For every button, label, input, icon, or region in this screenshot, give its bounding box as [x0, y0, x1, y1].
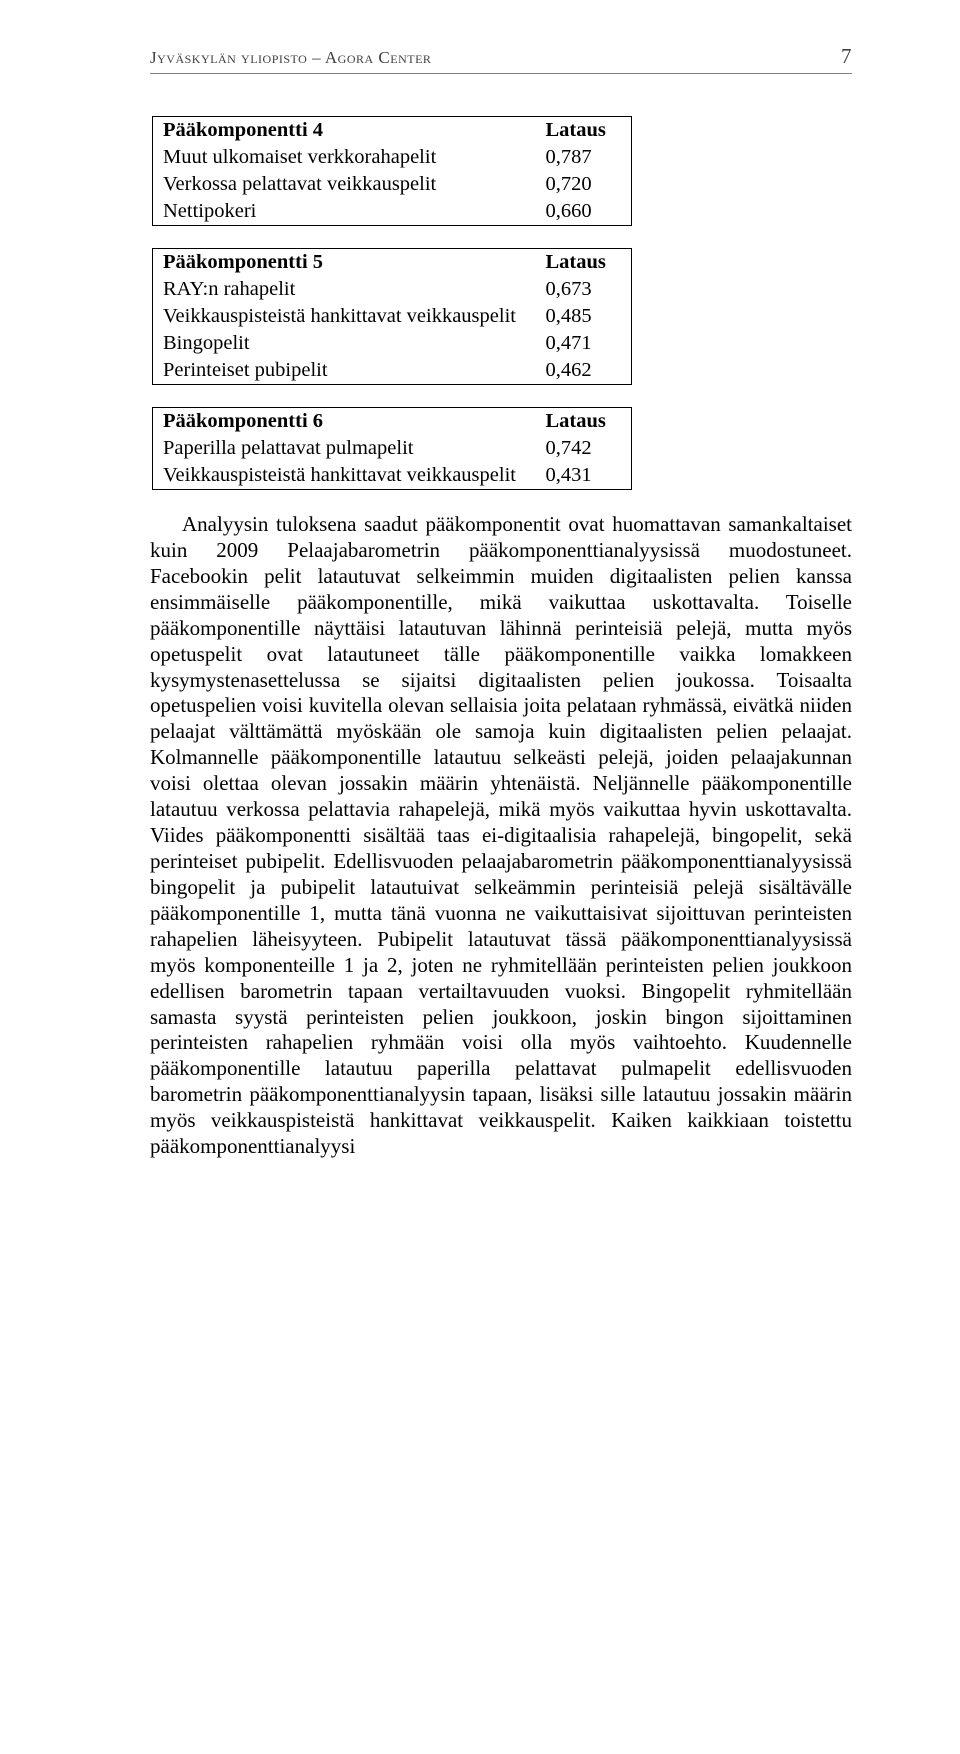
row-label: Perinteiset pubipelit	[153, 357, 540, 385]
row-label: Paperilla pelattavat pulmapelit	[153, 435, 540, 462]
table-paakomponentti-5: Pääkomponentti 5 Lataus RAY:n rahapelit …	[152, 248, 632, 385]
body-paragraph: Analyysin tuloksena saadut pääkomponenti…	[150, 512, 852, 1160]
table-loading-header: Lataus	[540, 117, 632, 145]
table-loading-header: Lataus	[540, 249, 632, 277]
table-row: Verkossa pelattavat veikkauspelit 0,720	[153, 171, 632, 198]
row-value: 0,720	[540, 171, 632, 198]
row-value: 0,673	[540, 276, 632, 303]
row-label: Verkossa pelattavat veikkauspelit	[153, 171, 540, 198]
row-label: Nettipokeri	[153, 198, 540, 226]
body-text: Analyysin tuloksena saadut pääkomponenti…	[150, 512, 852, 1158]
table-row: Veikkauspisteistä hankittavat veikkauspe…	[153, 462, 632, 490]
row-value: 0,485	[540, 303, 632, 330]
header-rule	[150, 73, 852, 74]
table-paakomponentti-6: Pääkomponentti 6 Lataus Paperilla pelatt…	[152, 407, 632, 490]
table-title: Pääkomponentti 4	[153, 117, 540, 145]
row-value: 0,787	[540, 144, 632, 171]
table-row: Pääkomponentti 5 Lataus	[153, 249, 632, 277]
row-label: Veikkauspisteistä hankittavat veikkauspe…	[153, 303, 540, 330]
table-row: RAY:n rahapelit 0,673	[153, 276, 632, 303]
table-row: Paperilla pelattavat pulmapelit 0,742	[153, 435, 632, 462]
row-value: 0,660	[540, 198, 632, 226]
row-value: 0,742	[540, 435, 632, 462]
table-row: Nettipokeri 0,660	[153, 198, 632, 226]
table-paakomponentti-4: Pääkomponentti 4 Lataus Muut ulkomaiset …	[152, 116, 632, 226]
row-label: Bingopelit	[153, 330, 540, 357]
header-left: Jyväskylän yliopisto – Agora Center	[150, 48, 431, 68]
table-title: Pääkomponentti 5	[153, 249, 540, 277]
row-value: 0,471	[540, 330, 632, 357]
table-row: Muut ulkomaiset verkkorahapelit 0,787	[153, 144, 632, 171]
page-header: Jyväskylän yliopisto – Agora Center 7	[150, 44, 852, 69]
table-row: Pääkomponentti 4 Lataus	[153, 117, 632, 145]
table-row: Veikkauspisteistä hankittavat veikkauspe…	[153, 303, 632, 330]
row-label: Veikkauspisteistä hankittavat veikkauspe…	[153, 462, 540, 490]
table-title: Pääkomponentti 6	[153, 408, 540, 436]
row-label: Muut ulkomaiset verkkorahapelit	[153, 144, 540, 171]
table-loading-header: Lataus	[540, 408, 632, 436]
row-value: 0,431	[540, 462, 632, 490]
row-value: 0,462	[540, 357, 632, 385]
page-number: 7	[841, 44, 852, 69]
table-row: Perinteiset pubipelit 0,462	[153, 357, 632, 385]
row-label: RAY:n rahapelit	[153, 276, 540, 303]
table-row: Bingopelit 0,471	[153, 330, 632, 357]
table-row: Pääkomponentti 6 Lataus	[153, 408, 632, 436]
